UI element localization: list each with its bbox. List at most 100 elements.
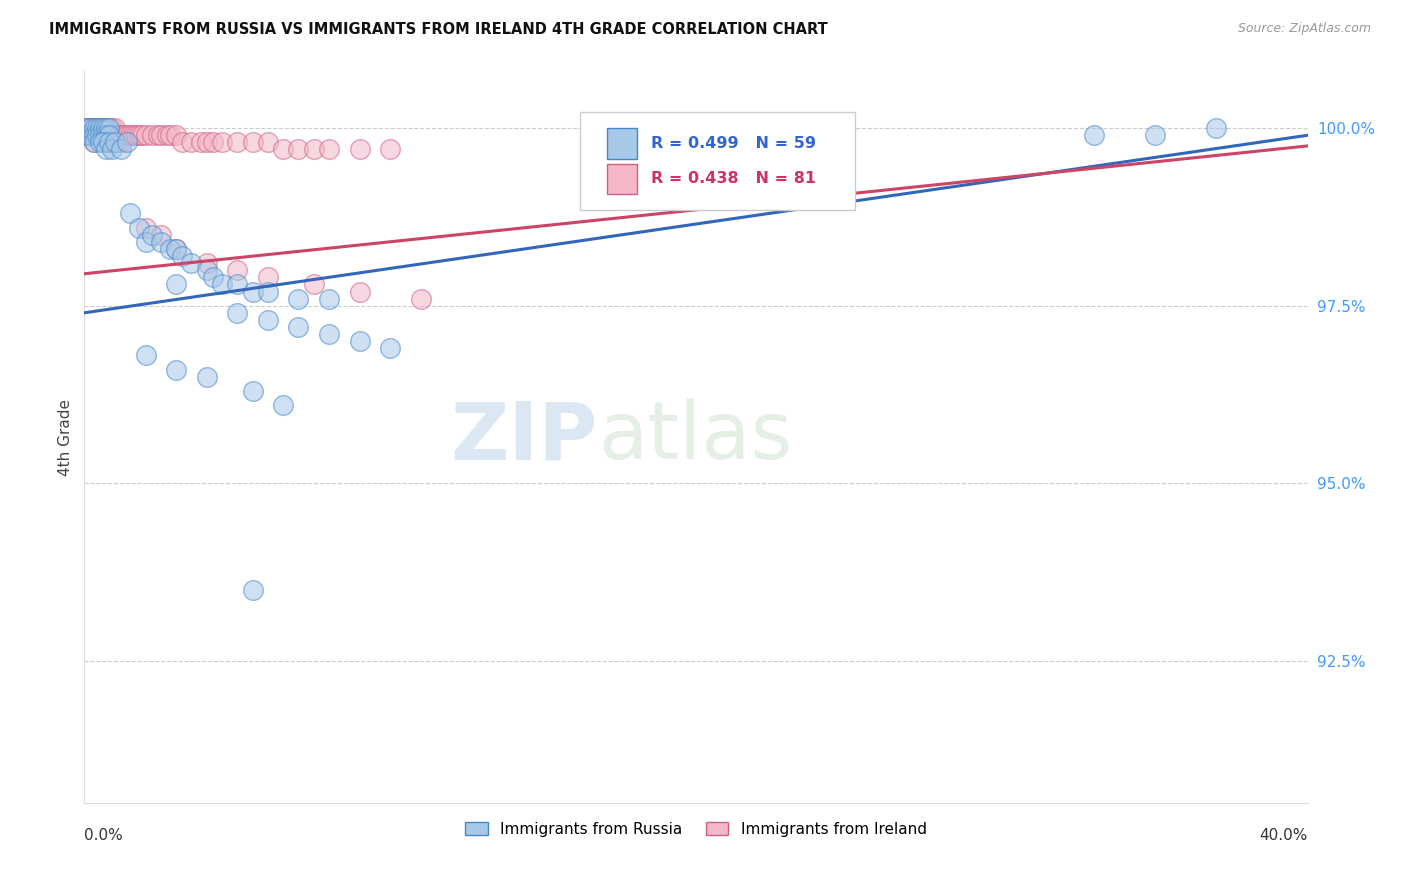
Point bbox=[112, 128, 135, 143]
Point bbox=[101, 143, 124, 157]
Point bbox=[91, 128, 114, 143]
Point bbox=[86, 121, 108, 136]
Point bbox=[128, 220, 150, 235]
Point bbox=[89, 121, 111, 136]
Point bbox=[83, 121, 105, 136]
Bar bbox=[606, 163, 637, 194]
Point bbox=[125, 128, 148, 143]
Point bbox=[165, 362, 187, 376]
Y-axis label: 4th Grade: 4th Grade bbox=[58, 399, 73, 475]
Point bbox=[159, 128, 181, 143]
Point bbox=[149, 128, 172, 143]
Point bbox=[110, 128, 132, 143]
Point bbox=[83, 128, 105, 143]
Point bbox=[79, 121, 101, 136]
Point bbox=[83, 121, 105, 136]
Point bbox=[107, 128, 129, 143]
Point bbox=[172, 136, 194, 150]
Point bbox=[86, 128, 108, 143]
Point bbox=[104, 128, 127, 143]
Point bbox=[94, 121, 117, 136]
Point bbox=[195, 369, 218, 384]
Point bbox=[97, 136, 120, 150]
Point bbox=[101, 128, 124, 143]
Point bbox=[120, 128, 142, 143]
Point bbox=[107, 136, 129, 150]
Text: IMMIGRANTS FROM RUSSIA VS IMMIGRANTS FROM IRELAND 4TH GRADE CORRELATION CHART: IMMIGRANTS FROM RUSSIA VS IMMIGRANTS FRO… bbox=[49, 22, 828, 37]
Point bbox=[104, 136, 127, 150]
Text: 40.0%: 40.0% bbox=[1260, 829, 1308, 844]
Point bbox=[195, 256, 218, 270]
Point bbox=[211, 136, 233, 150]
Point bbox=[226, 306, 249, 320]
Point bbox=[79, 121, 101, 136]
Point bbox=[211, 277, 233, 292]
Text: atlas: atlas bbox=[598, 398, 793, 476]
Point bbox=[110, 143, 132, 157]
Point bbox=[135, 128, 157, 143]
Point bbox=[172, 249, 194, 263]
Point bbox=[226, 263, 249, 277]
Point bbox=[180, 136, 202, 150]
Point bbox=[349, 334, 371, 349]
Point bbox=[76, 128, 98, 143]
Point bbox=[86, 121, 108, 136]
Point bbox=[97, 136, 120, 150]
Point bbox=[159, 242, 181, 256]
Point bbox=[83, 128, 105, 143]
Point bbox=[318, 327, 340, 342]
Point bbox=[79, 121, 101, 136]
Point bbox=[135, 348, 157, 362]
Point bbox=[104, 136, 127, 150]
Point bbox=[91, 136, 114, 150]
Point bbox=[120, 206, 142, 220]
Point bbox=[91, 128, 114, 143]
Point bbox=[131, 128, 153, 143]
Point bbox=[302, 143, 325, 157]
Point bbox=[287, 143, 309, 157]
Point bbox=[79, 128, 101, 143]
Point bbox=[94, 128, 117, 143]
Point bbox=[97, 128, 120, 143]
Point bbox=[76, 121, 98, 136]
Point bbox=[76, 121, 98, 136]
Point bbox=[257, 285, 280, 299]
Point bbox=[226, 136, 249, 150]
Point bbox=[94, 121, 117, 136]
Text: ZIP: ZIP bbox=[451, 398, 598, 476]
Point bbox=[89, 128, 111, 143]
Point bbox=[1083, 128, 1105, 143]
Point bbox=[180, 256, 202, 270]
Text: Source: ZipAtlas.com: Source: ZipAtlas.com bbox=[1237, 22, 1371, 36]
Point bbox=[83, 121, 105, 136]
Point bbox=[271, 143, 294, 157]
Point bbox=[83, 128, 105, 143]
Point bbox=[165, 128, 187, 143]
Point bbox=[76, 128, 98, 143]
Point bbox=[226, 277, 249, 292]
Point bbox=[380, 341, 402, 355]
Point bbox=[101, 136, 124, 150]
Point bbox=[195, 136, 218, 150]
Point bbox=[76, 128, 98, 143]
Point bbox=[242, 384, 264, 398]
Point bbox=[97, 128, 120, 143]
Legend: Immigrants from Russia, Immigrants from Ireland: Immigrants from Russia, Immigrants from … bbox=[460, 815, 932, 843]
Point bbox=[349, 143, 371, 157]
Point bbox=[380, 143, 402, 157]
Point bbox=[149, 235, 172, 249]
Text: R = 0.499   N = 59: R = 0.499 N = 59 bbox=[651, 136, 815, 152]
Point bbox=[91, 121, 114, 136]
Text: R = 0.438   N = 81: R = 0.438 N = 81 bbox=[651, 171, 815, 186]
Point bbox=[349, 285, 371, 299]
Point bbox=[146, 128, 169, 143]
Point bbox=[83, 136, 105, 150]
Point bbox=[1205, 121, 1227, 136]
Point bbox=[83, 136, 105, 150]
Point bbox=[156, 128, 179, 143]
Point bbox=[97, 121, 120, 136]
Point bbox=[94, 143, 117, 157]
Point bbox=[135, 235, 157, 249]
Point bbox=[89, 128, 111, 143]
Point bbox=[79, 128, 101, 143]
